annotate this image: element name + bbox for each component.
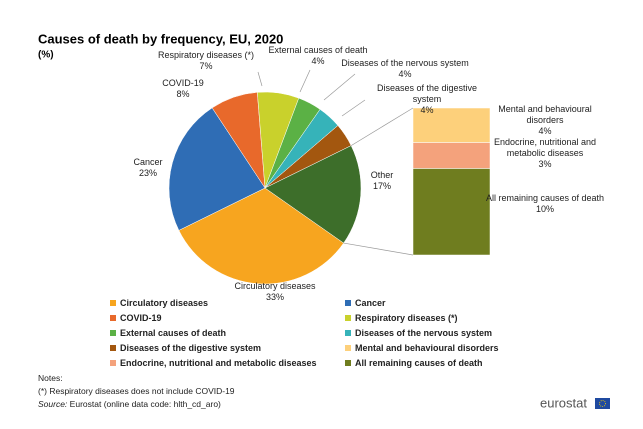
- slice-name: Diseases of the nervous system: [341, 58, 469, 68]
- leader-line: [323, 73, 356, 101]
- bar-segment: [412, 142, 491, 169]
- logo-flag: [595, 398, 610, 409]
- slice-value: 33%: [265, 292, 284, 302]
- chart-title: Causes of death by frequency, EU, 2020: [38, 31, 283, 46]
- pie-slice: [178, 187, 344, 285]
- legend-label: Circulatory diseases: [120, 298, 209, 308]
- legend-item: All remaining causes of death: [345, 358, 483, 368]
- slice-name: Diseases of the digestive system: [376, 83, 478, 104]
- legend-swatch: [110, 315, 116, 321]
- slice-value: 23%: [138, 168, 157, 178]
- legend-label: Respiratory diseases (*): [355, 313, 458, 323]
- legend-label: COVID-19: [120, 313, 162, 323]
- logo: eurostat: [540, 395, 610, 410]
- leader-lines: [257, 69, 366, 117]
- slice-label: Diseases of the nervous system 4%: [340, 58, 470, 80]
- leader-line: [299, 69, 311, 93]
- legend-item: COVID-19: [110, 313, 162, 323]
- slice-label: Cancer 23%: [83, 157, 213, 179]
- legend-label: Diseases of the nervous system: [355, 328, 493, 338]
- legend-item: Respiratory diseases (*): [345, 313, 458, 323]
- slice-name: Other: [370, 170, 394, 180]
- leader-line: [341, 99, 366, 117]
- connector-line: [350, 107, 414, 146]
- slice-label: Circulatory diseases 33%: [210, 281, 340, 303]
- source-label: Source:: [38, 399, 68, 409]
- bar-label: Mental and behavioural disorders 4%: [485, 104, 605, 137]
- logo-stars: [599, 400, 606, 407]
- slice-value: 8%: [176, 89, 190, 99]
- pie-slice: [264, 145, 362, 244]
- pie-slice: [168, 107, 266, 231]
- legend-item: Diseases of the digestive system: [110, 343, 261, 353]
- slice-name: Respiratory diseases (*): [157, 50, 255, 60]
- bar-label: All remaining causes of death 10%: [485, 193, 605, 215]
- slice-name: External causes of death: [268, 45, 368, 55]
- bar-segment: [412, 168, 491, 256]
- legend-label: All remaining causes of death: [355, 358, 483, 368]
- slice-name: COVID-19: [162, 78, 204, 88]
- legend-item: Endocrine, nutritional and metabolic dis…: [110, 358, 317, 368]
- logo-text: eurostat: [540, 395, 587, 410]
- slice-value: 17%: [372, 181, 391, 191]
- source: Eurostat (online data code: hlth_cd_aro): [69, 399, 221, 409]
- slice-value: 4%: [398, 69, 412, 79]
- bar-name: Endocrine, nutritional and metabolic dis…: [493, 137, 597, 158]
- bar-value: 4%: [538, 126, 552, 136]
- legend-swatch: [345, 315, 351, 321]
- legend-swatch: [345, 300, 351, 306]
- legend-item: Circulatory diseases: [110, 298, 208, 308]
- slice-label: COVID-19 8%: [118, 78, 248, 100]
- legend-item: External causes of death: [110, 328, 226, 338]
- slice-label: External causes of death 4%: [253, 45, 383, 67]
- connector-line: [343, 242, 414, 256]
- notes-heading: Notes:: [38, 373, 63, 383]
- bar-label: Endocrine, nutritional and metabolic dis…: [485, 137, 605, 170]
- legend-label: Diseases of the digestive system: [120, 343, 262, 353]
- source-line: Source: Eurostat (online data code: hlth…: [38, 399, 221, 409]
- bar-value: 10%: [535, 204, 554, 214]
- legend-swatch: [110, 300, 116, 306]
- leader-line: [257, 71, 263, 87]
- legend-item: Cancer: [345, 298, 386, 308]
- slice-value: 7%: [199, 61, 213, 71]
- legend-swatch: [345, 360, 351, 366]
- legend-swatch: [345, 330, 351, 336]
- slice-label: Diseases of the digestive system 4%: [362, 83, 492, 116]
- footnote: (*) Respiratory diseases does not includ…: [38, 386, 235, 396]
- legend-swatch: [110, 345, 116, 351]
- legend-label: Endocrine, nutritional and metabolic dis…: [120, 358, 317, 368]
- bar-name: Mental and behavioural disorders: [498, 104, 592, 125]
- legend-item: Mental and behavioural disorders: [345, 343, 499, 353]
- legend-label: Cancer: [355, 298, 386, 308]
- legend-swatch: [110, 360, 116, 366]
- slice-value: 4%: [420, 105, 434, 115]
- slice-label: Respiratory diseases (*) 7%: [141, 50, 271, 72]
- legend-swatch: [345, 345, 351, 351]
- slice-name: Cancer: [133, 157, 163, 167]
- bar-value: 3%: [538, 159, 552, 169]
- bar-name: All remaining causes of death: [485, 193, 605, 203]
- legend-label: External causes of death: [120, 328, 227, 338]
- chart-subtitle: (%): [38, 50, 54, 61]
- slice-value: 4%: [311, 56, 325, 66]
- legend-item: Diseases of the nervous system: [345, 328, 492, 338]
- legend-label: Mental and behavioural disorders: [355, 343, 499, 353]
- legend-swatch: [110, 330, 116, 336]
- slice-label: Other 17%: [317, 170, 447, 192]
- slice-name: Circulatory diseases: [234, 281, 316, 291]
